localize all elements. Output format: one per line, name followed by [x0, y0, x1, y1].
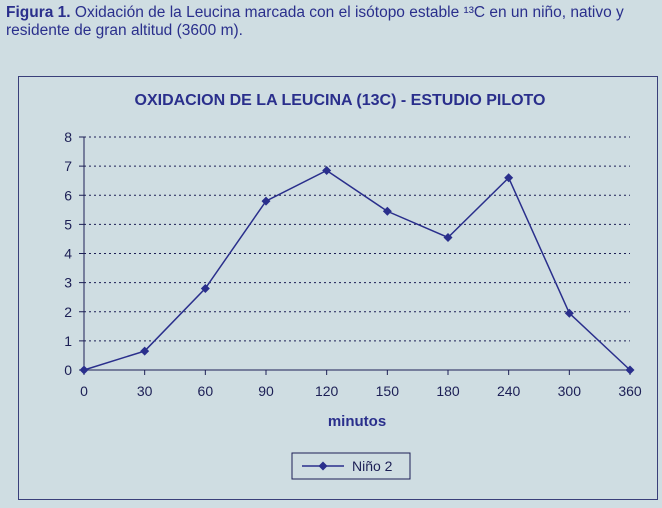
data-point-180 — [443, 232, 453, 242]
x-tick-label-180: 180 — [436, 383, 460, 399]
gridlines — [84, 136, 630, 342]
x-tick-label-360: 360 — [618, 383, 642, 399]
figure-label: Figura 1. — [6, 4, 71, 21]
figure-caption-text: Oxidación de la Leucina marcada con el i… — [6, 4, 624, 39]
data-point-150 — [382, 206, 392, 216]
data-point-30 — [140, 346, 150, 356]
y-tick-label-5: 5 — [64, 216, 72, 232]
x-tick-label-30: 30 — [137, 383, 153, 399]
x-tick-label-300: 300 — [558, 383, 582, 399]
y-tick-label-2: 2 — [64, 304, 72, 320]
figure-caption: Figura 1. Oxidación de la Leucina marcad… — [6, 4, 656, 40]
data-point-120 — [322, 165, 332, 175]
y-tick-label-4: 4 — [64, 246, 72, 262]
y-tick-label-6: 6 — [64, 187, 72, 203]
data-point-240 — [504, 173, 514, 183]
x-tick-label-120: 120 — [315, 383, 339, 399]
chart-frame — [18, 76, 658, 500]
chart-title: OXIDACION DE LA LEUCINA (13C) - ESTUDIO … — [135, 92, 546, 109]
data-point-360 — [625, 365, 635, 375]
legend: Niño 2 — [291, 452, 411, 480]
x-tick-label-240: 240 — [497, 383, 521, 399]
series-layer — [79, 165, 635, 375]
data-point-300 — [564, 308, 574, 318]
y-tick-label-8: 8 — [64, 129, 72, 145]
y-tick-label-3: 3 — [64, 275, 72, 291]
data-point-0 — [79, 365, 89, 375]
x-tick-label-60: 60 — [198, 383, 214, 399]
y-tick-label-0: 0 — [64, 362, 72, 378]
axes: 0 1 2 3 4 5 6 7 8 0 30 60 90 120 150 180 240 300 360 — [64, 129, 642, 399]
data-point-60 — [200, 283, 210, 293]
data-point-90 — [261, 196, 271, 206]
x-axis-title: minutos — [328, 413, 386, 430]
legend-label-0: Niño 2 — [352, 458, 393, 474]
series-line-0 — [83, 169, 631, 371]
y-tick-label-1: 1 — [64, 333, 72, 349]
legend-box — [291, 452, 411, 480]
x-tick-label-150: 150 — [376, 383, 400, 399]
x-tick-label-0: 0 — [80, 383, 88, 399]
y-tick-label-7: 7 — [64, 158, 72, 174]
legend-marker-0 — [318, 461, 328, 471]
x-tick-label-90: 90 — [258, 383, 274, 399]
